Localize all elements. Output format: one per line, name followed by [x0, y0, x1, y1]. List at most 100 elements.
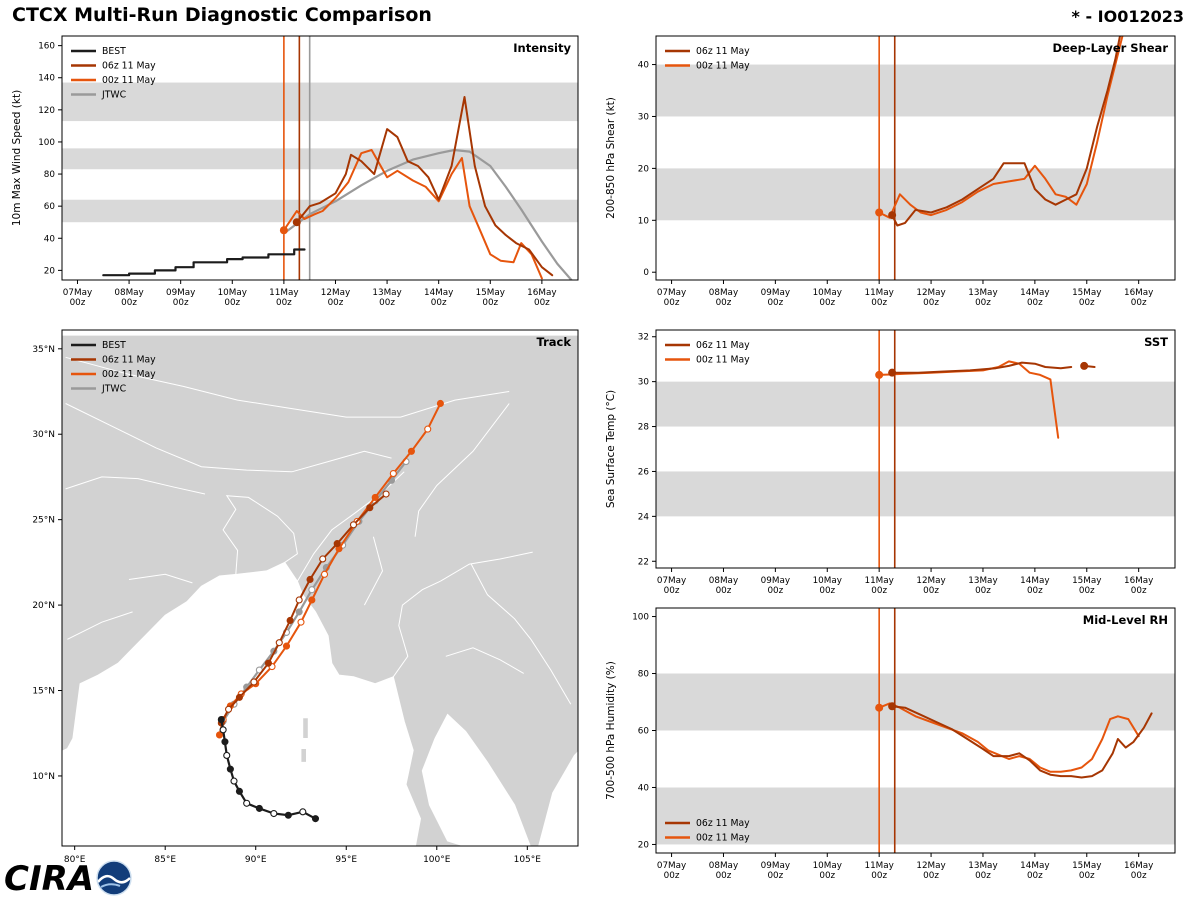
svg-text:08May: 08May [709, 861, 738, 871]
svg-text:06z 11 May: 06z 11 May [696, 46, 750, 57]
svg-text:JTWC: JTWC [101, 384, 126, 395]
svg-text:00z: 00z [1027, 871, 1043, 881]
svg-text:28: 28 [638, 423, 649, 433]
sst-chart: 07May 00z 08May 00z 09May 00z 10May 00z 11May 00z… [600, 324, 1181, 608]
svg-text:15May: 15May [1072, 576, 1101, 586]
svg-text:16May: 16May [1124, 861, 1153, 871]
svg-text:13May: 13May [968, 288, 997, 298]
svg-text:10May: 10May [218, 288, 247, 298]
svg-text:00z: 00z [871, 586, 887, 596]
svg-text:32: 32 [638, 333, 649, 343]
svg-text:60: 60 [638, 727, 650, 737]
svg-text:JTWC: JTWC [101, 90, 126, 101]
shear-chart: 07May 00z 08May 00z 09May 00z 10May 00z 11May 00z… [600, 30, 1181, 320]
svg-text:09May: 09May [761, 288, 790, 298]
svg-text:00z: 00z [482, 298, 498, 308]
svg-text:00z: 00z [664, 586, 680, 596]
cira-logo-text: CIRA [4, 859, 94, 899]
svg-text:16May: 16May [1124, 576, 1153, 586]
svg-text:00z: 00z [871, 298, 887, 308]
svg-text:16May: 16May [527, 288, 556, 298]
svg-text:80°E: 80°E [64, 855, 86, 865]
svg-text:00z: 00z [1131, 586, 1147, 596]
svg-text:40: 40 [44, 234, 56, 244]
svg-text:00z: 00z [819, 586, 835, 596]
svg-text:09May: 09May [166, 288, 195, 298]
svg-text:11May: 11May [864, 576, 893, 586]
svg-text:12May: 12May [916, 861, 945, 871]
svg-text:700-500 hPa Humidity (%): 700-500 hPa Humidity (%) [605, 661, 617, 800]
svg-text:160: 160 [38, 42, 55, 52]
svg-text:00z 11 May: 00z 11 May [696, 61, 750, 72]
svg-text:00z: 00z [1079, 298, 1095, 308]
svg-text:00z: 00z [1079, 586, 1095, 596]
svg-text:100: 100 [38, 138, 55, 148]
svg-text:00z: 00z [664, 298, 680, 308]
svg-text:00z: 00z [923, 586, 939, 596]
svg-text:30: 30 [638, 378, 650, 388]
svg-text:00z: 00z [819, 871, 835, 881]
svg-text:06z 11 May: 06z 11 May [696, 818, 750, 829]
svg-text:00z: 00z [224, 298, 240, 308]
svg-text:00z: 00z [819, 298, 835, 308]
svg-text:22: 22 [638, 557, 649, 567]
svg-text:00z: 00z [173, 298, 189, 308]
svg-text:00z: 00z [975, 871, 991, 881]
svg-text:07May: 07May [63, 288, 92, 298]
svg-text:12May: 12May [916, 288, 945, 298]
svg-text:00z: 00z [431, 298, 447, 308]
svg-text:14May: 14May [1020, 288, 1049, 298]
svg-text:40: 40 [638, 783, 650, 793]
svg-text:SST: SST [1144, 335, 1168, 349]
svg-text:90°E: 90°E [245, 855, 267, 865]
svg-text:00z: 00z [70, 298, 86, 308]
svg-text:00z: 00z [276, 298, 292, 308]
svg-text:105°E: 105°E [514, 855, 542, 865]
svg-text:14May: 14May [1020, 576, 1049, 586]
cira-logo-seal-icon [96, 860, 132, 896]
svg-text:100: 100 [632, 613, 649, 623]
svg-text:09May: 09May [761, 861, 790, 871]
svg-text:10m Max Wind Speed (kt): 10m Max Wind Speed (kt) [11, 90, 23, 226]
svg-text:15May: 15May [1072, 861, 1101, 871]
svg-text:00z: 00z [923, 871, 939, 881]
svg-text:26: 26 [638, 467, 650, 477]
svg-text:00z: 00z [975, 586, 991, 596]
svg-text:100°E: 100°E [423, 855, 451, 865]
svg-text:11May: 11May [864, 861, 893, 871]
svg-text:00z: 00z [716, 586, 732, 596]
svg-text:60: 60 [44, 202, 56, 212]
svg-text:13May: 13May [372, 288, 401, 298]
svg-text:13May: 13May [968, 576, 997, 586]
svg-text:00z: 00z [871, 871, 887, 881]
svg-text:30: 30 [638, 112, 650, 122]
svg-text:80: 80 [44, 170, 56, 180]
svg-text:85°E: 85°E [154, 855, 176, 865]
intensity-chart: 07May 00z 08May 00z 09May 00z 10May 00z 11May 00z… [6, 30, 584, 320]
svg-text:15°N: 15°N [32, 687, 55, 697]
svg-text:10May: 10May [813, 576, 842, 586]
svg-text:25°N: 25°N [32, 516, 55, 526]
svg-text:07May: 07May [657, 861, 686, 871]
svg-text:08May: 08May [709, 288, 738, 298]
svg-text:0: 0 [643, 268, 649, 278]
svg-text:20: 20 [638, 840, 650, 850]
svg-text:00z 11 May: 00z 11 May [102, 75, 156, 86]
svg-text:20: 20 [44, 266, 56, 276]
svg-text:35°N: 35°N [32, 345, 55, 355]
svg-text:Intensity: Intensity [513, 41, 571, 55]
track-map: 80°E 85°E 90°E 95°E 100°E 105°E 10°N 15°N 20°N 25… [6, 324, 584, 886]
svg-text:12May: 12May [916, 576, 945, 586]
svg-text:40: 40 [638, 61, 650, 71]
svg-text:Sea Surface Temp (°C): Sea Surface Temp (°C) [605, 390, 617, 508]
svg-text:14May: 14May [1020, 861, 1049, 871]
rh-chart: 07May 00z 08May 00z 09May 00z 10May 00z 11May 00z… [600, 602, 1181, 893]
svg-text:BEST: BEST [102, 340, 126, 351]
svg-text:11May: 11May [269, 288, 298, 298]
svg-text:06z 11 May: 06z 11 May [102, 61, 156, 72]
svg-text:120: 120 [38, 106, 55, 116]
svg-text:06z 11 May: 06z 11 May [696, 340, 750, 351]
svg-text:10°N: 10°N [32, 772, 55, 782]
svg-text:08May: 08May [709, 576, 738, 586]
svg-text:10May: 10May [813, 288, 842, 298]
